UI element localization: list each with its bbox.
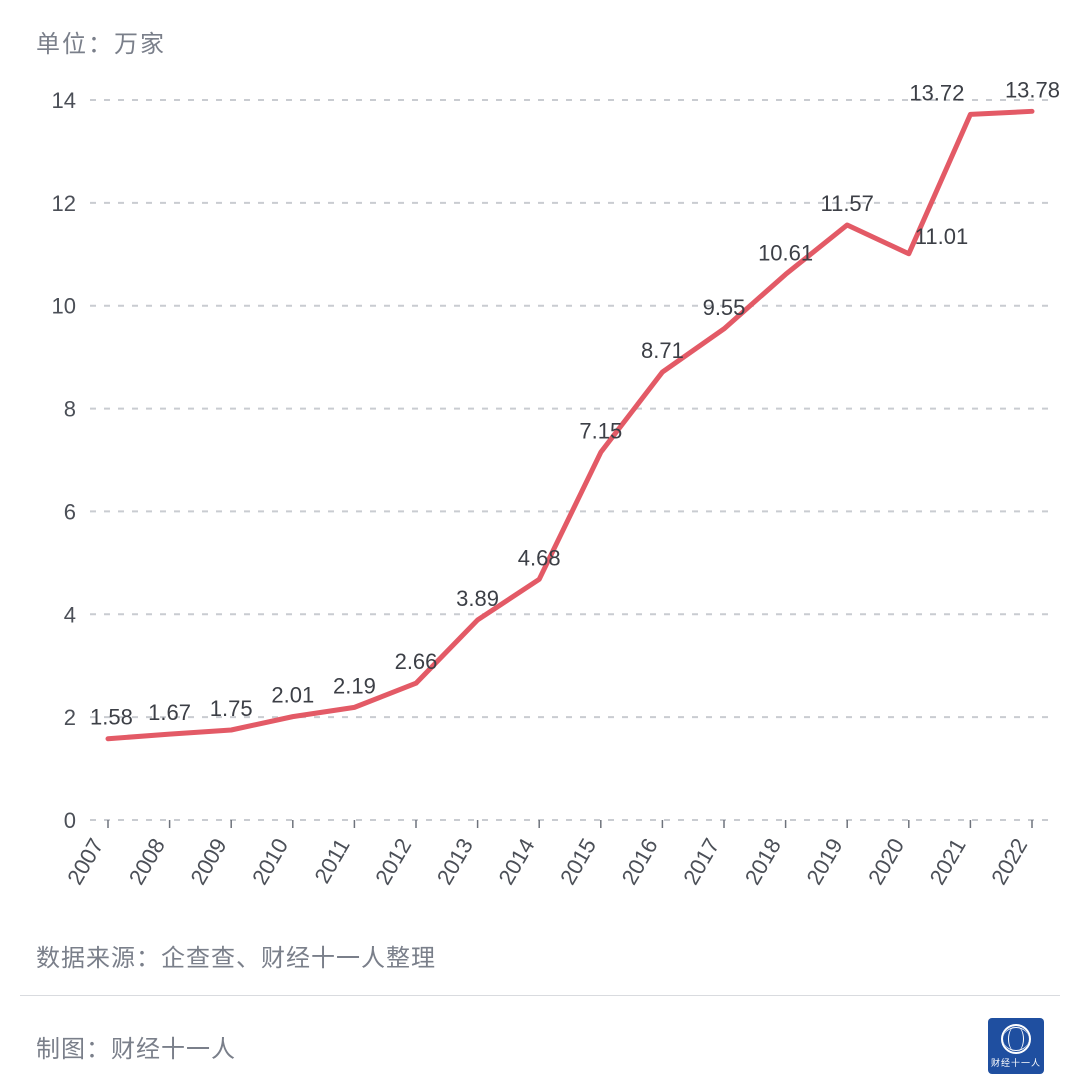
svg-text:2012: 2012 xyxy=(370,834,416,889)
line-chart: 0 2 4 6 8 10 12 14 2007 2008 2009 2010 2011 2012 2013 2… xyxy=(20,80,1060,910)
svg-text:3.89: 3.89 xyxy=(456,586,499,611)
svg-text:10.61: 10.61 xyxy=(758,240,813,265)
svg-text:6: 6 xyxy=(64,499,76,524)
svg-text:4: 4 xyxy=(64,602,76,627)
svg-text:11.57: 11.57 xyxy=(820,191,873,216)
svg-text:2022: 2022 xyxy=(986,834,1032,889)
svg-text:2008: 2008 xyxy=(124,834,170,889)
svg-text:14: 14 xyxy=(52,88,76,113)
footer: 数据来源：企查查、财经十一人整理 制图：财经十一人 财经十一人 xyxy=(20,920,1060,1080)
svg-text:13.78: 13.78 xyxy=(1005,80,1060,102)
svg-text:1.75: 1.75 xyxy=(210,696,253,721)
svg-text:2.66: 2.66 xyxy=(395,649,438,674)
credit-label: 制图：财经十一人 xyxy=(36,1029,236,1064)
publisher-logo: 财经十一人 xyxy=(988,1018,1044,1074)
svg-text:8: 8 xyxy=(64,397,76,422)
svg-text:7.15: 7.15 xyxy=(579,418,622,443)
svg-text:9.55: 9.55 xyxy=(703,295,746,320)
svg-text:4.68: 4.68 xyxy=(518,545,561,570)
svg-text:2020: 2020 xyxy=(863,834,909,889)
svg-text:2015: 2015 xyxy=(555,834,601,889)
svg-text:2014: 2014 xyxy=(493,834,539,889)
svg-text:2.01: 2.01 xyxy=(271,683,314,708)
svg-text:8.71: 8.71 xyxy=(641,338,684,363)
globe-icon xyxy=(1001,1024,1031,1054)
svg-text:2019: 2019 xyxy=(801,834,847,889)
svg-text:2.19: 2.19 xyxy=(333,673,376,698)
svg-text:2013: 2013 xyxy=(432,834,478,889)
page-root: 单位：万家 0 2 4 6 8 10 12 14 2007 2008 2009 2010 2011 201… xyxy=(0,0,1080,1080)
svg-text:2007: 2007 xyxy=(62,834,108,889)
svg-text:2017: 2017 xyxy=(678,834,724,889)
logo-text: 财经十一人 xyxy=(991,1056,1041,1069)
credit-row: 制图：财经十一人 财经十一人 xyxy=(20,996,1060,1074)
svg-text:13.72: 13.72 xyxy=(909,80,964,105)
svg-text:2018: 2018 xyxy=(740,834,786,889)
svg-text:2: 2 xyxy=(64,705,76,730)
chart-svg: 0 2 4 6 8 10 12 14 2007 2008 2009 2010 2011 2012 2013 2… xyxy=(20,80,1060,910)
svg-text:2016: 2016 xyxy=(617,834,663,889)
svg-text:2010: 2010 xyxy=(247,834,293,889)
unit-label: 单位：万家 xyxy=(36,24,166,59)
svg-text:10: 10 xyxy=(52,294,76,319)
svg-text:2021: 2021 xyxy=(925,834,971,889)
svg-text:0: 0 xyxy=(64,808,76,833)
svg-text:1.58: 1.58 xyxy=(90,705,133,730)
svg-text:12: 12 xyxy=(52,191,76,216)
svg-text:2011: 2011 xyxy=(309,834,354,887)
svg-text:2009: 2009 xyxy=(185,834,231,889)
svg-text:1.67: 1.67 xyxy=(148,700,191,725)
svg-text:11.01: 11.01 xyxy=(915,224,968,249)
data-source: 数据来源：企查查、财经十一人整理 xyxy=(20,920,1060,996)
